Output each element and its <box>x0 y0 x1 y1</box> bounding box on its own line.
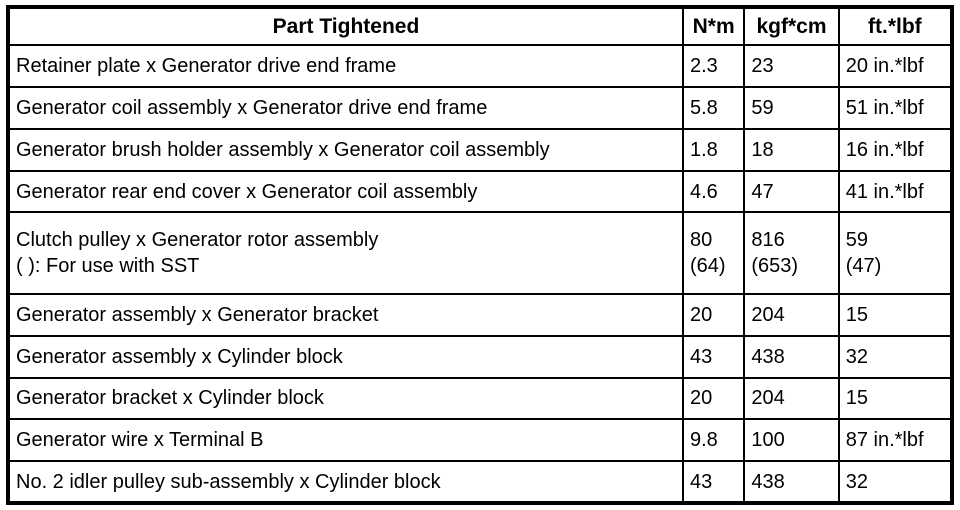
column-header-ftlbf: ft.*lbf <box>837 5 954 47</box>
cell-kgfcm: 47 <box>743 169 840 214</box>
table-row: No. 2 idler pulley sub-assembly x Cylind… <box>7 460 954 504</box>
cell-part: Generator assembly x Cylinder block <box>7 334 684 379</box>
table-row: Generator bracket x Cylinder block 20 20… <box>7 376 954 421</box>
cell-kgfcm: 438 <box>743 334 840 379</box>
cell-nm: 43 <box>681 334 746 379</box>
column-header-nm: N*m <box>681 5 746 47</box>
cell-ftlbf: 32 <box>837 460 954 504</box>
table-row: Generator assembly x Generator bracket 2… <box>7 292 954 337</box>
cell-ftlbf: 20 in.*lbf <box>837 44 954 89</box>
table-header-row: Part Tightened N*m kgf*cm ft.*lbf <box>7 5 954 47</box>
torque-spec-table: Part Tightened N*m kgf*cm ft.*lbf Retain… <box>6 5 954 505</box>
cell-ftlbf: 87 in.*lbf <box>837 418 954 463</box>
cell-nm: 43 <box>681 460 746 504</box>
cell-part: Generator brush holder assembly x Genera… <box>7 127 684 172</box>
cell-part: Generator rear end cover x Generator coi… <box>7 169 684 214</box>
table-row: Generator coil assembly x Generator driv… <box>7 86 954 130</box>
table-row: Generator assembly x Cylinder block 43 4… <box>7 334 954 379</box>
cell-nm: 5.8 <box>681 86 746 130</box>
table-row: Clutch pulley x Generator rotor assembly… <box>7 211 954 295</box>
cell-nm: 2.3 <box>681 44 746 89</box>
cell-nm: 4.6 <box>681 169 746 214</box>
cell-kgfcm: 438 <box>743 460 840 504</box>
cell-kgfcm: 204 <box>743 376 840 421</box>
cell-nm: 9.8 <box>681 418 746 463</box>
table-row: Generator wire x Terminal B 9.8 100 87 i… <box>7 418 954 463</box>
cell-nm: 20 <box>681 376 746 421</box>
cell-ftlbf: 16 in.*lbf <box>837 127 954 172</box>
table-row: Retainer plate x Generator drive end fra… <box>7 44 954 89</box>
table-row: Generator rear end cover x Generator coi… <box>7 169 954 214</box>
cell-kgfcm: 59 <box>743 86 840 130</box>
column-header-part: Part Tightened <box>7 5 684 47</box>
cell-kgfcm: 100 <box>743 418 840 463</box>
table-row: Generator brush holder assembly x Genera… <box>7 127 954 172</box>
cell-ftlbf: 51 in.*lbf <box>837 86 954 130</box>
cell-ftlbf: 59 (47) <box>837 211 954 295</box>
cell-part: Generator bracket x Cylinder block <box>7 376 684 421</box>
cell-part: No. 2 idler pulley sub-assembly x Cylind… <box>7 460 684 504</box>
cell-part: Generator wire x Terminal B <box>7 418 684 463</box>
cell-part: Generator coil assembly x Generator driv… <box>7 86 684 130</box>
cell-ftlbf: 15 <box>837 376 954 421</box>
cell-part: Clutch pulley x Generator rotor assembly… <box>7 211 684 295</box>
cell-nm: 1.8 <box>681 127 746 172</box>
cell-nm: 20 <box>681 292 746 337</box>
cell-kgfcm: 23 <box>743 44 840 89</box>
cell-nm: 80 (64) <box>681 211 746 295</box>
cell-kgfcm: 18 <box>743 127 840 172</box>
cell-part: Retainer plate x Generator drive end fra… <box>7 44 684 89</box>
cell-part: Generator assembly x Generator bracket <box>7 292 684 337</box>
cell-ftlbf: 32 <box>837 334 954 379</box>
column-header-kgfcm: kgf*cm <box>743 5 840 47</box>
cell-kgfcm: 204 <box>743 292 840 337</box>
cell-ftlbf: 41 in.*lbf <box>837 169 954 214</box>
cell-kgfcm: 816 (653) <box>743 211 840 295</box>
cell-ftlbf: 15 <box>837 292 954 337</box>
